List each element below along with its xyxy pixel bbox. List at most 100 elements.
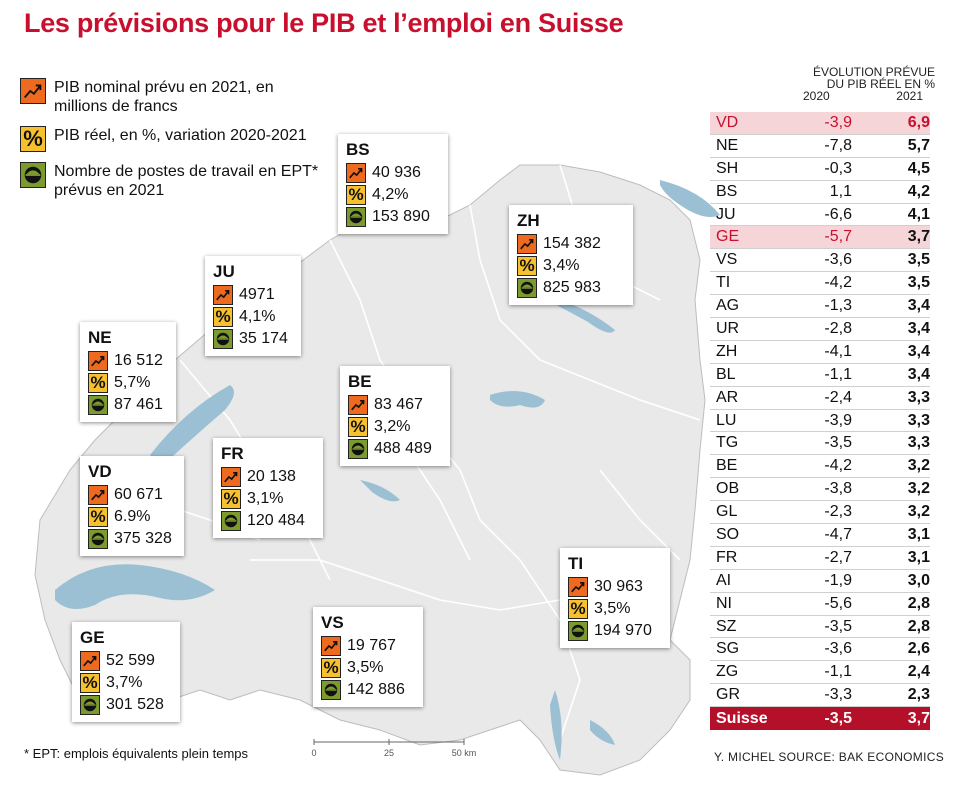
value-2021: 3,4	[907, 365, 930, 383]
total-2021: 3,7	[907, 709, 930, 727]
worker-helmet-icon	[80, 695, 100, 715]
table-row: GR -3,3 2,3	[710, 684, 930, 708]
canton-code: GR	[716, 686, 740, 704]
percent-icon: %	[88, 507, 108, 527]
canton-card-bs: BS 40 936% 4,2% 153 890	[338, 134, 448, 234]
table-row: BE -4,2 3,2	[710, 455, 930, 479]
chart-up-icon	[20, 78, 46, 104]
chart-up-icon	[348, 395, 368, 415]
table-row: FR -2,7 3,1	[710, 547, 930, 570]
value-2020: -3,9	[824, 411, 852, 429]
canton-name: BE	[348, 372, 372, 391]
canton-code: NE	[716, 136, 739, 154]
percent-icon: %	[88, 373, 108, 393]
pib-row: 40 936	[346, 162, 438, 184]
canton-code: AR	[716, 388, 739, 406]
pct-row: % 6.9%	[88, 506, 174, 528]
table-row: SZ -3,5 2,8	[710, 616, 930, 639]
table-row: SG -3,6 2,6	[710, 638, 930, 662]
canton-code: SO	[716, 525, 740, 543]
lake-maggiore	[550, 690, 562, 760]
value-2020: -3,5	[824, 434, 852, 452]
canton-code: GE	[716, 228, 740, 246]
pct-value: 3,2%	[374, 418, 411, 435]
pct-value: 4,1%	[239, 308, 276, 325]
value-2020: -3,9	[824, 113, 852, 131]
value-2021: 3,7	[907, 228, 930, 246]
jobs-row: 153 890	[346, 206, 438, 228]
value-2021: 3,4	[907, 319, 930, 337]
jobs-value: 488 489	[374, 440, 432, 457]
canton-card-ti: TI 30 963% 3,5% 194 970	[560, 548, 670, 648]
value-2020: -7,8	[824, 136, 852, 154]
chart-up-icon	[517, 234, 537, 254]
worker-helmet-icon	[20, 162, 46, 188]
canton-card-vd: VD 60 671% 6.9% 375 328	[80, 456, 184, 556]
value-2021: 4,5	[907, 159, 930, 177]
chart-up-icon	[346, 163, 366, 183]
footnote: * EPT: emplois équivalents plein temps	[24, 746, 249, 761]
pct-value: 3,1%	[247, 490, 284, 507]
value-2020: -1,1	[824, 663, 852, 681]
value-2020: -2,3	[824, 503, 852, 521]
jobs-row: 87 461	[88, 394, 166, 416]
col-2020-header: 2020	[803, 89, 830, 103]
table-row: BS 1,1 4,2	[710, 181, 930, 204]
worker-helmet-icon	[348, 439, 368, 459]
percent-icon: %	[348, 417, 368, 437]
table-row: SH -0,3 4,5	[710, 158, 930, 181]
value-2021: 3,2	[907, 457, 930, 475]
canton-code: GL	[716, 503, 738, 521]
legend: PIB nominal prévu en 2021, en millions d…	[20, 78, 324, 210]
value-2021: 2,4	[907, 663, 930, 681]
pct-row: % 3,7%	[80, 672, 170, 694]
table-row: VD -3,9 6,9	[710, 112, 930, 135]
canton-code: AI	[716, 571, 732, 589]
table-total-row: Suisse -3,5 3,7	[710, 707, 930, 731]
pct-row: % 3,4%	[517, 255, 623, 277]
jobs-row: 301 528	[80, 694, 170, 716]
canton-card-be: BE 83 467% 3,2% 488 489	[340, 366, 450, 466]
value-2020: -0,3	[824, 159, 852, 177]
jobs-row: 142 886	[321, 679, 413, 701]
canton-name: NE	[88, 328, 112, 347]
value-2020: -6,6	[824, 205, 852, 223]
canton-code: ZG	[716, 663, 739, 681]
pib-row: 52 599	[80, 650, 170, 672]
scale-tick: 50 km	[452, 748, 477, 758]
pib-value: 4971	[239, 286, 275, 303]
pct-row: % 4,2%	[346, 184, 438, 206]
jobs-row: 35 174	[213, 328, 291, 350]
jobs-value: 301 528	[106, 696, 164, 713]
worker-helmet-icon	[88, 529, 108, 549]
percent-icon: %	[346, 185, 366, 205]
value-2021: 3,3	[907, 411, 930, 429]
pct-row: % 3,5%	[321, 657, 413, 679]
chart-up-icon	[80, 651, 100, 671]
pib-row: 83 467	[348, 394, 440, 416]
chart-up-icon	[568, 577, 588, 597]
legend-label: Nombre de postes de travail en EPT* prév…	[54, 163, 319, 199]
value-2021: 2,6	[907, 640, 930, 658]
canton-code: TG	[716, 434, 739, 452]
jobs-row: 194 970	[568, 620, 660, 642]
table-row: ZH -4,1 3,4	[710, 341, 930, 364]
canton-name: BS	[346, 140, 370, 159]
canton-name: VD	[88, 462, 112, 481]
pct-value: 6.9%	[114, 508, 151, 525]
jobs-value: 153 890	[372, 208, 430, 225]
table-row: VS -3,6 3,5	[710, 249, 930, 273]
pib-value: 19 767	[347, 637, 396, 654]
scale-tick: 25	[384, 748, 394, 758]
scale-tick: 0	[311, 748, 316, 758]
pib-value: 83 467	[374, 396, 423, 413]
value-2021: 3,2	[907, 503, 930, 521]
scale-bar: 0 25 50 km	[311, 739, 477, 758]
pib-row: 20 138	[221, 466, 313, 488]
canton-code: UR	[716, 319, 740, 337]
table-row: ZG -1,1 2,4	[710, 661, 930, 685]
canton-code: JU	[716, 205, 736, 223]
pib-value: 60 671	[114, 486, 163, 503]
jobs-value: 142 886	[347, 681, 405, 698]
value-2021: 3,5	[907, 251, 930, 269]
